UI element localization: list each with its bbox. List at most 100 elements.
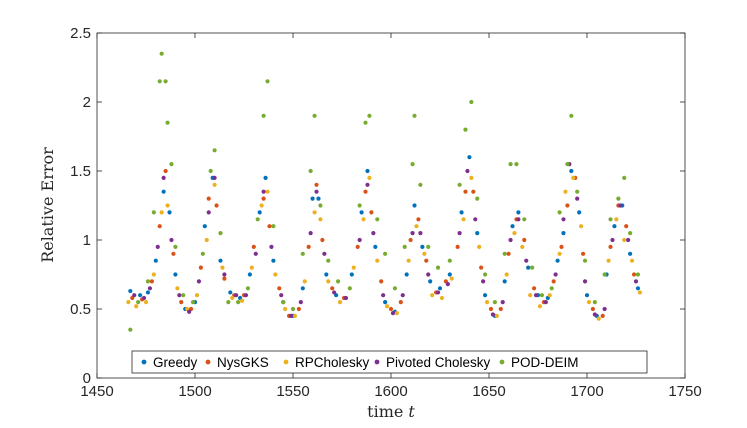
data-point [602, 272, 607, 277]
x-tick-label: 1550 [276, 383, 309, 400]
data-point [234, 293, 239, 298]
data-point [261, 189, 266, 194]
data-point [455, 244, 460, 249]
data-point [218, 258, 223, 263]
data-point [281, 300, 286, 305]
data-point [514, 162, 519, 167]
y-tick-label: 0.5 [70, 301, 91, 318]
data-point [624, 224, 629, 229]
data-point [473, 217, 478, 222]
data-point [592, 312, 597, 317]
data-point [461, 217, 466, 222]
data-point [628, 251, 633, 256]
data-point [361, 217, 366, 222]
data-point [375, 258, 380, 263]
data-point [271, 224, 276, 229]
data-point [347, 286, 352, 291]
data-point [177, 293, 182, 298]
data-point [447, 272, 452, 277]
data-point [134, 304, 139, 309]
data-point [171, 251, 176, 256]
data-point [355, 244, 360, 249]
series-pod-deim [128, 51, 641, 332]
data-point [218, 231, 223, 236]
data-point [533, 293, 539, 298]
data-point [363, 189, 368, 194]
data-point [335, 279, 341, 284]
x-axis-label-text: time [367, 402, 408, 421]
data-point [510, 224, 515, 229]
data-point [435, 265, 441, 270]
series-rpcholesky [126, 175, 643, 321]
data-point [553, 272, 558, 277]
data-point [637, 290, 643, 295]
data-point [606, 258, 611, 263]
data-point [363, 120, 368, 125]
data-point [290, 306, 296, 312]
x-tick-label: 1500 [178, 383, 211, 400]
data-point [531, 286, 537, 291]
series-pivoted-cholesky [132, 162, 639, 318]
data-point [543, 300, 548, 305]
data-point [261, 196, 266, 201]
data-point [147, 286, 153, 291]
data-point [265, 189, 270, 194]
data-point [463, 127, 468, 132]
data-point [563, 189, 568, 194]
data-point [398, 300, 403, 305]
data-point [369, 210, 374, 215]
data-point [575, 189, 580, 194]
data-point [187, 309, 192, 314]
legend-label: Greedy [153, 355, 198, 370]
axes [96, 32, 686, 379]
legend-marker [141, 359, 147, 365]
data-point [296, 306, 301, 312]
data-point [586, 300, 592, 305]
data-point [622, 237, 627, 243]
data-point [326, 258, 331, 263]
data-point [410, 231, 415, 236]
data-point [410, 162, 415, 167]
data-point [349, 272, 354, 277]
data-point [283, 306, 288, 312]
data-point [128, 327, 133, 332]
data-point [159, 210, 164, 215]
data-point [577, 210, 582, 215]
data-point [418, 231, 423, 236]
data-point [251, 244, 256, 249]
data-point [512, 231, 517, 236]
data-point [465, 168, 470, 174]
data-point [559, 244, 564, 249]
data-point [569, 168, 574, 174]
data-point [579, 224, 584, 229]
data-point [198, 265, 203, 270]
data-point [537, 304, 543, 309]
data-point [430, 293, 435, 298]
data-point [406, 258, 411, 263]
legend-marker [205, 359, 211, 365]
data-point [165, 203, 170, 208]
data-point [298, 300, 303, 305]
data-point [149, 279, 154, 284]
data-point [288, 313, 294, 318]
data-point [449, 276, 454, 281]
data-point [159, 51, 164, 56]
data-point [547, 293, 552, 298]
legend-box [131, 350, 648, 374]
data-point [459, 210, 464, 215]
data-point [320, 237, 325, 243]
data-point [498, 306, 503, 312]
data-point [324, 272, 329, 277]
data-point [161, 175, 166, 180]
x-axis-label: time t [367, 402, 415, 421]
data-point [504, 272, 509, 277]
data-point [292, 313, 298, 318]
data-point [206, 210, 211, 215]
data-point [145, 290, 151, 295]
data-point [279, 293, 284, 298]
data-point [488, 306, 494, 312]
data-point [157, 224, 162, 229]
data-point [561, 231, 566, 236]
data-point [200, 251, 205, 256]
data-point [557, 210, 562, 215]
